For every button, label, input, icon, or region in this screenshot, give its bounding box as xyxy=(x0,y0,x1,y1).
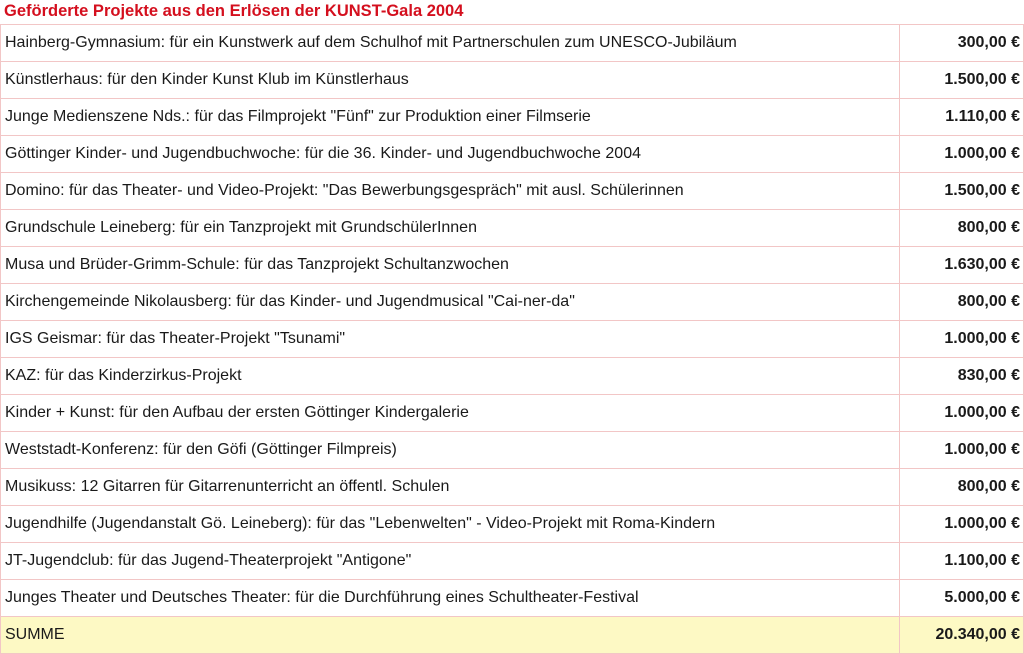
table-row: Hainberg-Gymnasium: für ein Kunstwerk au… xyxy=(0,24,1024,62)
project-description: Göttinger Kinder- und Jugendbuchwoche: f… xyxy=(0,135,900,173)
project-amount: 5.000,00 € xyxy=(899,579,1024,617)
project-amount: 1.500,00 € xyxy=(899,172,1024,210)
table-row: Musikuss: 12 Gitarren für Gitarrenunterr… xyxy=(0,468,1024,506)
project-description: Domino: für das Theater- und Video-Proje… xyxy=(0,172,900,210)
project-description: Grundschule Leineberg: für ein Tanzproje… xyxy=(0,209,900,247)
project-description: Jugendhilfe (Jugendanstalt Gö. Leineberg… xyxy=(0,505,900,543)
projects-table: Hainberg-Gymnasium: für ein Kunstwerk au… xyxy=(0,24,1024,654)
project-description: Junges Theater und Deutsches Theater: fü… xyxy=(0,579,900,617)
table-row: Musa und Brüder-Grimm-Schule: für das Ta… xyxy=(0,246,1024,284)
table-row: Kirchengemeinde Nikolausberg: für das Ki… xyxy=(0,283,1024,321)
project-amount: 800,00 € xyxy=(899,283,1024,321)
table-row: JT-Jugendclub: für das Jugend-Theaterpro… xyxy=(0,542,1024,580)
project-amount: 830,00 € xyxy=(899,357,1024,395)
project-amount: 1.000,00 € xyxy=(899,394,1024,432)
project-amount: 1.000,00 € xyxy=(899,135,1024,173)
project-amount: 1.000,00 € xyxy=(899,431,1024,469)
project-description: Künstlerhaus: für den Kinder Kunst Klub … xyxy=(0,61,900,99)
table-row: Weststadt-Konferenz: für den Göfi (Götti… xyxy=(0,431,1024,469)
table-row: Göttinger Kinder- und Jugendbuchwoche: f… xyxy=(0,135,1024,173)
table-row: Kinder + Kunst: für den Aufbau der erste… xyxy=(0,394,1024,432)
project-amount: 1.100,00 € xyxy=(899,542,1024,580)
table-row: Künstlerhaus: für den Kinder Kunst Klub … xyxy=(0,61,1024,99)
project-amount: 800,00 € xyxy=(899,468,1024,506)
project-amount: 800,00 € xyxy=(899,209,1024,247)
page-title: Geförderte Projekte aus den Erlösen der … xyxy=(4,2,464,20)
table-row: Junge Medienszene Nds.: für das Filmproj… xyxy=(0,98,1024,136)
project-description: Musa und Brüder-Grimm-Schule: für das Ta… xyxy=(0,246,900,284)
table-row: Grundschule Leineberg: für ein Tanzproje… xyxy=(0,209,1024,247)
project-description: Kinder + Kunst: für den Aufbau der erste… xyxy=(0,394,900,432)
project-description: KAZ: für das Kinderzirkus-Projekt xyxy=(0,357,900,395)
project-amount: 300,00 € xyxy=(899,24,1024,62)
project-description: Junge Medienszene Nds.: für das Filmproj… xyxy=(0,98,900,136)
project-amount: 1.000,00 € xyxy=(899,505,1024,543)
project-amount: 1.630,00 € xyxy=(899,246,1024,284)
table-row: KAZ: für das Kinderzirkus-Projekt 830,00 … xyxy=(0,357,1024,395)
table-row: Junges Theater und Deutsches Theater: fü… xyxy=(0,579,1024,617)
table-row: Jugendhilfe (Jugendanstalt Gö. Leineberg… xyxy=(0,505,1024,543)
total-row: SUMME 20.340,00 € xyxy=(0,616,1024,654)
table-row: Domino: für das Theater- und Video-Proje… xyxy=(0,172,1024,210)
project-description: Hainberg-Gymnasium: für ein Kunstwerk au… xyxy=(0,24,900,62)
project-description: Weststadt-Konferenz: für den Göfi (Götti… xyxy=(0,431,900,469)
project-description: JT-Jugendclub: für das Jugend-Theaterpro… xyxy=(0,542,900,580)
table-row: IGS Geismar: für das Theater-Projekt "Ts… xyxy=(0,320,1024,358)
project-amount: 1.110,00 € xyxy=(899,98,1024,136)
project-amount: 1.500,00 € xyxy=(899,61,1024,99)
project-description: Musikuss: 12 Gitarren für Gitarrenunterr… xyxy=(0,468,900,506)
total-label: SUMME xyxy=(0,616,900,654)
project-description: IGS Geismar: für das Theater-Projekt "Ts… xyxy=(0,320,900,358)
project-amount: 1.000,00 € xyxy=(899,320,1024,358)
project-description: Kirchengemeinde Nikolausberg: für das Ki… xyxy=(0,283,900,321)
total-amount: 20.340,00 € xyxy=(899,616,1024,654)
